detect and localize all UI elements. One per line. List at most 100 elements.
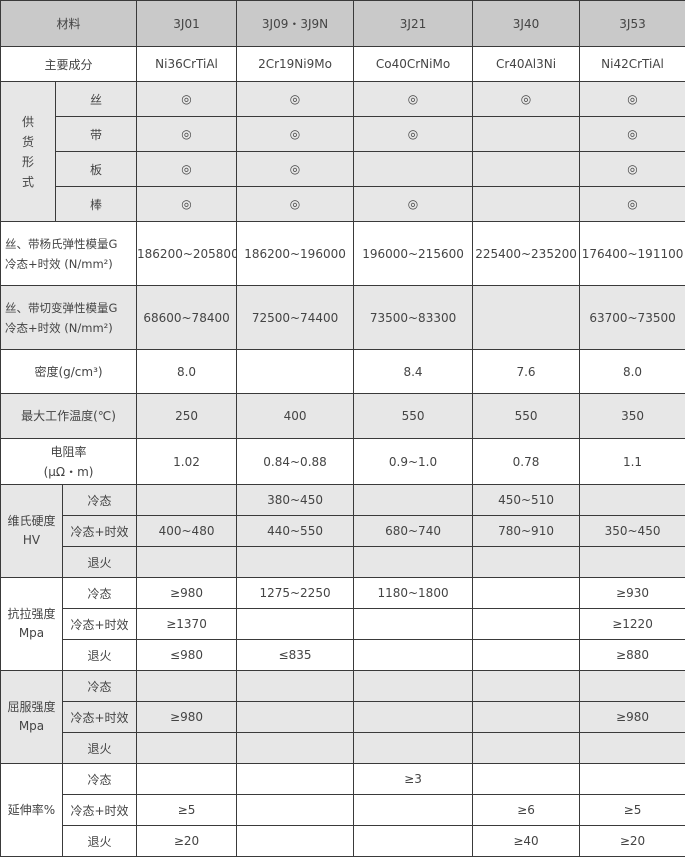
value-cell [580, 671, 685, 702]
value-cell [354, 826, 473, 857]
value-cell [473, 187, 580, 222]
condition-row: 冷态+时效≥980≥980 [1, 702, 685, 733]
value-cell: ≤980 [137, 640, 237, 671]
value-cell [237, 547, 354, 578]
value-cell [473, 764, 580, 795]
value-cell: 7.6 [473, 350, 580, 394]
value-cell: 196000~215600 [354, 222, 473, 286]
condition-label: 冷态+时效 [63, 795, 137, 826]
value-cell: ≤835 [237, 640, 354, 671]
value-cell: 72500~74400 [237, 286, 354, 350]
value-cell: ≥930 [580, 578, 685, 609]
value-cell: 440~550 [237, 516, 354, 547]
value-cell [473, 117, 580, 152]
value-cell: ≥880 [580, 640, 685, 671]
group-label: 维氏硬度HV [1, 485, 63, 578]
grade-header: 3J01 [137, 1, 237, 47]
property-label-line: 冷态+时效 (N/mm²) [5, 318, 136, 338]
property-label: 电阻率(μΩ・m) [1, 439, 137, 485]
value-cell [237, 795, 354, 826]
value-cell: 2Cr19Ni9Mo [237, 47, 354, 82]
group-label: 抗拉强度Mpa [1, 578, 63, 671]
value-cell [237, 764, 354, 795]
value-cell [473, 578, 580, 609]
composition-label: 主要成分 [1, 47, 137, 82]
supply-form-type: 丝 [56, 82, 137, 117]
value-cell [237, 702, 354, 733]
condition-row: 冷态+时效≥5≥6≥5 [1, 795, 685, 826]
property-label-line: 最大工作温度(℃) [1, 406, 136, 426]
value-cell: 350 [580, 394, 685, 439]
value-cell [137, 671, 237, 702]
supply-form-type: 带 [56, 117, 137, 152]
value-cell: ◎ [237, 117, 354, 152]
value-cell [137, 764, 237, 795]
value-cell: 186200~196000 [237, 222, 354, 286]
value-cell: 550 [354, 394, 473, 439]
condition-label: 冷态+时效 [63, 609, 137, 640]
value-cell [237, 609, 354, 640]
value-cell [354, 671, 473, 702]
condition-row: 退火≤980≤835≥880 [1, 640, 685, 671]
value-cell: Cr40Al3Ni [473, 47, 580, 82]
property-label-line: 密度(g/cm³) [1, 362, 136, 382]
condition-row: 退火 [1, 547, 685, 578]
condition-label: 冷态 [63, 485, 137, 516]
value-cell [354, 152, 473, 187]
value-cell: 450~510 [473, 485, 580, 516]
value-cell [580, 485, 685, 516]
value-cell: ◎ [137, 82, 237, 117]
property-label-line: (μΩ・m) [1, 462, 136, 482]
value-cell: Ni42CrTiAl [580, 47, 685, 82]
value-cell [354, 485, 473, 516]
value-cell [473, 547, 580, 578]
value-cell: ≥980 [137, 578, 237, 609]
value-cell [473, 640, 580, 671]
value-cell [354, 547, 473, 578]
grade-header: 3J53 [580, 1, 685, 47]
value-cell: ≥20 [137, 826, 237, 857]
value-cell [237, 671, 354, 702]
value-cell [237, 826, 354, 857]
supply-form-cell: 供货形式 [1, 82, 56, 222]
supply-form-type: 棒 [56, 187, 137, 222]
value-cell [137, 485, 237, 516]
value-cell: ◎ [237, 187, 354, 222]
value-cell: ≥40 [473, 826, 580, 857]
value-cell: ◎ [580, 117, 685, 152]
value-cell: 0.78 [473, 439, 580, 485]
value-cell: 68600~78400 [137, 286, 237, 350]
value-cell: ◎ [137, 187, 237, 222]
value-cell: ◎ [580, 187, 685, 222]
value-cell [354, 609, 473, 640]
group-label: 屈服强度Mpa [1, 671, 63, 764]
condition-label: 冷态 [63, 764, 137, 795]
condition-row: 冷态+时效≥1370≥1220 [1, 609, 685, 640]
condition-label: 冷态 [63, 578, 137, 609]
property-label-line: 丝、带杨氏弹性模量G [5, 234, 136, 254]
value-cell: ≥1220 [580, 609, 685, 640]
value-cell: 1275~2250 [237, 578, 354, 609]
value-cell: ◎ [237, 82, 354, 117]
value-cell: ≥6 [473, 795, 580, 826]
value-cell: 8.0 [137, 350, 237, 394]
property-label-line: 冷态+时效 (N/mm²) [5, 254, 136, 274]
property-label: 最大工作温度(℃) [1, 394, 137, 439]
value-cell: ◎ [473, 82, 580, 117]
value-cell [237, 350, 354, 394]
grade-header: 3J40 [473, 1, 580, 47]
value-cell: 186200~205800 [137, 222, 237, 286]
grade-header: 3J09・3J9N [237, 1, 354, 47]
value-cell: 400~480 [137, 516, 237, 547]
value-cell [473, 702, 580, 733]
